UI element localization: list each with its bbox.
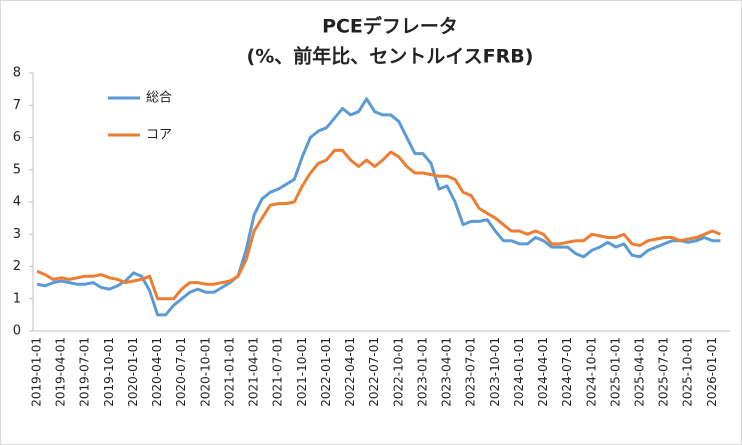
legend-label: コア — [146, 128, 172, 143]
x-tick-label: 2019-04-01 — [54, 337, 68, 407]
x-tick-label: 2021-07-01 — [271, 337, 285, 407]
x-tick-label: 2022-10-01 — [391, 337, 405, 407]
x-tick-label: 2023-07-01 — [464, 337, 478, 407]
y-tick-label: 4 — [13, 195, 21, 210]
x-tick-label: 2022-04-01 — [343, 337, 357, 407]
x-tick-label: 2019-10-01 — [102, 337, 116, 407]
line-series — [36, 148, 721, 301]
x-tick-label: 2025-04-01 — [633, 337, 647, 407]
y-tick-label: 3 — [13, 227, 21, 242]
x-tick-label: 2020-04-01 — [150, 337, 164, 407]
x-tick-label: 2026-01-01 — [705, 337, 719, 407]
x-tick-label: 2020-01-01 — [126, 337, 140, 407]
x-tick-label: 2021-01-01 — [222, 337, 236, 407]
chart-subtitle: (%、前年比、セントルイスFRB) — [247, 45, 534, 68]
x-tick-label: 2024-10-01 — [584, 337, 598, 407]
x-tick-label: 2024-07-01 — [560, 337, 574, 407]
x-tick-label: 2023-10-01 — [488, 337, 502, 407]
x-tick-label: 2023-04-01 — [440, 337, 454, 407]
x-tick-label: 2023-01-01 — [415, 337, 429, 407]
x-tick-label: 2022-07-01 — [367, 337, 381, 407]
y-tick-label: 8 — [13, 66, 21, 81]
legend-label: 総合 — [146, 91, 172, 106]
y-tick-label: 6 — [13, 130, 21, 145]
x-tick-label: 2020-07-01 — [174, 337, 188, 407]
y-tick-label: 0 — [13, 324, 21, 339]
x-tick-label: 2021-10-01 — [295, 337, 309, 407]
y-tick-label: 7 — [13, 98, 21, 113]
x-tick-label: 2019-07-01 — [78, 337, 92, 407]
chart-title: PCEデフレータ — [322, 15, 458, 38]
x-tick-label: 2019-01-01 — [30, 337, 44, 407]
x-tick-label: 2025-01-01 — [608, 337, 622, 407]
line-series — [36, 97, 721, 317]
x-tick-label: 2025-10-01 — [681, 337, 695, 407]
y-tick-label: 1 — [13, 291, 21, 306]
x-tick-label: 2025-07-01 — [657, 337, 671, 407]
x-tick-label: 2024-01-01 — [512, 337, 526, 407]
y-tick-label: 5 — [13, 162, 21, 177]
x-tick-label: 2022-01-01 — [319, 337, 333, 407]
x-tick-label: 2024-04-01 — [536, 337, 550, 407]
x-tick-label: 2020-10-01 — [198, 337, 212, 407]
x-tick-label: 2021-04-01 — [247, 337, 261, 407]
y-tick-label: 2 — [13, 259, 21, 274]
